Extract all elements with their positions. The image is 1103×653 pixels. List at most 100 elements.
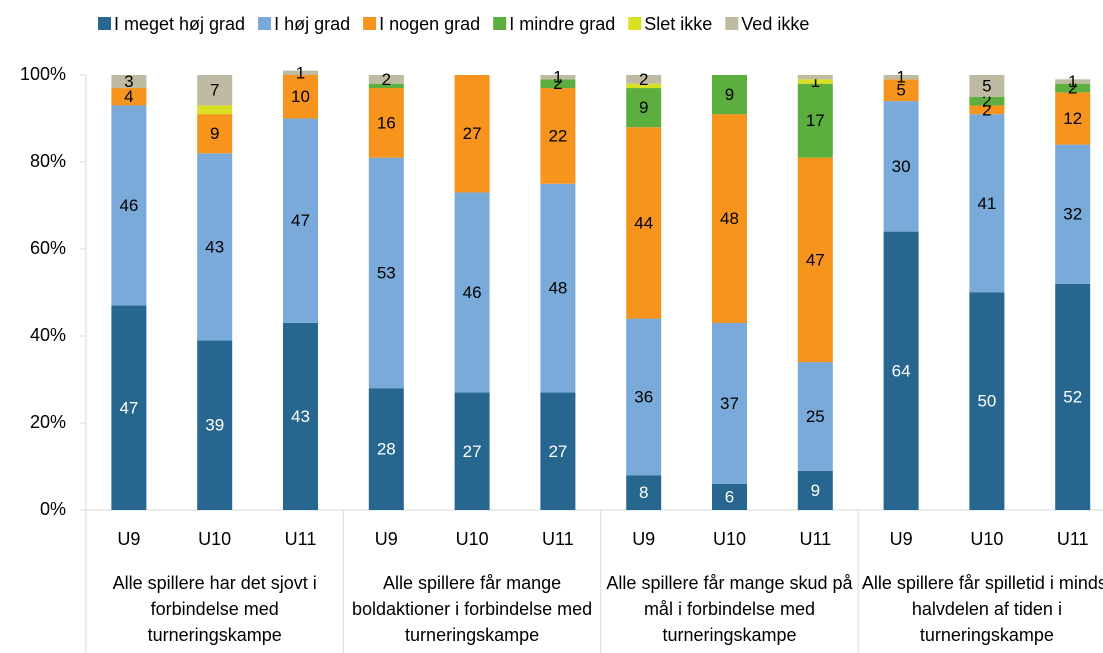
data-label: 27 bbox=[548, 442, 567, 461]
x-tick-label: U10 bbox=[970, 529, 1003, 549]
y-tick-label: 40% bbox=[30, 325, 66, 345]
group-label: Alle spillere får mange skud på mål i fo… bbox=[606, 573, 853, 645]
data-label: 9 bbox=[210, 124, 219, 143]
data-label: 48 bbox=[720, 209, 739, 228]
data-label: 5 bbox=[982, 76, 991, 95]
group-label: Alle spillere får mange boldaktioner i f… bbox=[352, 573, 593, 645]
bar-segment bbox=[111, 105, 147, 306]
group-label: Alle spillere har det sjovt i forbindels… bbox=[112, 573, 317, 645]
data-label: 1 bbox=[296, 63, 305, 82]
bar-segment bbox=[283, 70, 318, 75]
data-label: 44 bbox=[634, 213, 653, 232]
data-label: 48 bbox=[548, 279, 567, 298]
data-label: 46 bbox=[119, 196, 138, 215]
bar-segment bbox=[197, 105, 233, 115]
bar-segment bbox=[797, 470, 833, 510]
data-label: 8 bbox=[639, 483, 648, 502]
legend-label: I mindre grad bbox=[509, 14, 615, 34]
bar-segment bbox=[969, 75, 1005, 97]
bar-segment bbox=[454, 75, 490, 193]
bar-segment bbox=[368, 75, 404, 84]
bar-segment bbox=[883, 75, 919, 80]
data-label: 1 bbox=[553, 68, 562, 87]
bar-segment bbox=[797, 75, 833, 80]
bar-segment bbox=[368, 157, 404, 389]
bar-segment bbox=[540, 392, 576, 510]
data-label: 39 bbox=[205, 416, 224, 435]
bar-segment bbox=[1055, 83, 1091, 93]
bar-segment bbox=[969, 96, 1005, 106]
x-tick-label: U10 bbox=[198, 529, 231, 549]
bar-segment bbox=[969, 105, 1005, 115]
data-label: 2 bbox=[553, 74, 562, 93]
bar-segment bbox=[283, 118, 318, 323]
bar-segment bbox=[197, 75, 233, 106]
data-label: 47 bbox=[806, 250, 825, 269]
data-label: 6 bbox=[725, 487, 734, 506]
data-label: 9 bbox=[725, 85, 734, 104]
y-tick-label: 80% bbox=[30, 151, 66, 171]
data-label: 1 bbox=[896, 68, 905, 87]
bar-segment bbox=[197, 114, 233, 154]
data-label: 27 bbox=[463, 124, 482, 143]
data-label: 64 bbox=[892, 361, 911, 380]
data-label: 50 bbox=[977, 392, 996, 411]
bar-segment bbox=[626, 75, 662, 84]
x-tick-label: U11 bbox=[542, 529, 574, 549]
x-tick-label: U11 bbox=[1057, 529, 1089, 549]
data-label: 46 bbox=[463, 283, 482, 302]
x-tick-label: U9 bbox=[117, 529, 140, 549]
data-label: 27 bbox=[463, 442, 482, 461]
bar-segment bbox=[712, 75, 747, 115]
data-label: 2 bbox=[382, 70, 391, 89]
data-label: 52 bbox=[1063, 387, 1082, 406]
legend-label: I nogen grad bbox=[379, 14, 480, 34]
data-label: 5 bbox=[896, 81, 905, 100]
legend-swatch bbox=[363, 17, 377, 30]
bar-segment bbox=[540, 75, 576, 80]
legend-swatch bbox=[725, 17, 739, 30]
bar-segment bbox=[797, 83, 833, 158]
x-tick-label: U10 bbox=[456, 529, 489, 549]
data-label: 1 bbox=[811, 72, 820, 91]
bar-segment bbox=[454, 392, 490, 510]
data-label: 9 bbox=[811, 481, 820, 500]
legend-swatch bbox=[628, 17, 642, 30]
data-label: 25 bbox=[806, 407, 825, 426]
bar-segment bbox=[712, 322, 747, 484]
x-tick-label: U9 bbox=[632, 529, 655, 549]
bar-segment bbox=[797, 362, 833, 471]
bar-segment bbox=[626, 318, 662, 476]
data-label: 10 bbox=[291, 87, 310, 106]
data-label: 32 bbox=[1063, 205, 1082, 224]
bar-segment bbox=[712, 483, 747, 510]
data-label: 2 bbox=[639, 70, 648, 89]
data-label: 47 bbox=[119, 398, 138, 417]
bar-segment bbox=[969, 114, 1005, 293]
data-label: 2 bbox=[982, 92, 991, 111]
data-label: 3 bbox=[124, 72, 133, 91]
data-label: 2 bbox=[982, 100, 991, 119]
x-tick-label: U11 bbox=[799, 529, 831, 549]
bar-segment bbox=[1055, 144, 1091, 284]
bar-segment bbox=[1055, 283, 1091, 510]
bar-segment bbox=[626, 127, 662, 319]
legend-label: I meget høj grad bbox=[114, 14, 245, 34]
data-label: 4 bbox=[124, 87, 133, 106]
bar-segment bbox=[626, 475, 662, 510]
data-label: 41 bbox=[977, 194, 996, 213]
bar-segment bbox=[283, 322, 318, 510]
data-label: 43 bbox=[291, 407, 310, 426]
data-label: 16 bbox=[377, 113, 396, 132]
legend-swatch bbox=[258, 17, 272, 30]
legend-swatch bbox=[98, 17, 111, 30]
data-label: 30 bbox=[892, 157, 911, 176]
bar-segment bbox=[712, 114, 747, 323]
x-tick-label: U10 bbox=[713, 529, 746, 549]
data-label: 43 bbox=[205, 237, 224, 256]
x-tick-label: U9 bbox=[890, 529, 913, 549]
data-label: 17 bbox=[806, 111, 825, 130]
data-label: 53 bbox=[377, 263, 396, 282]
